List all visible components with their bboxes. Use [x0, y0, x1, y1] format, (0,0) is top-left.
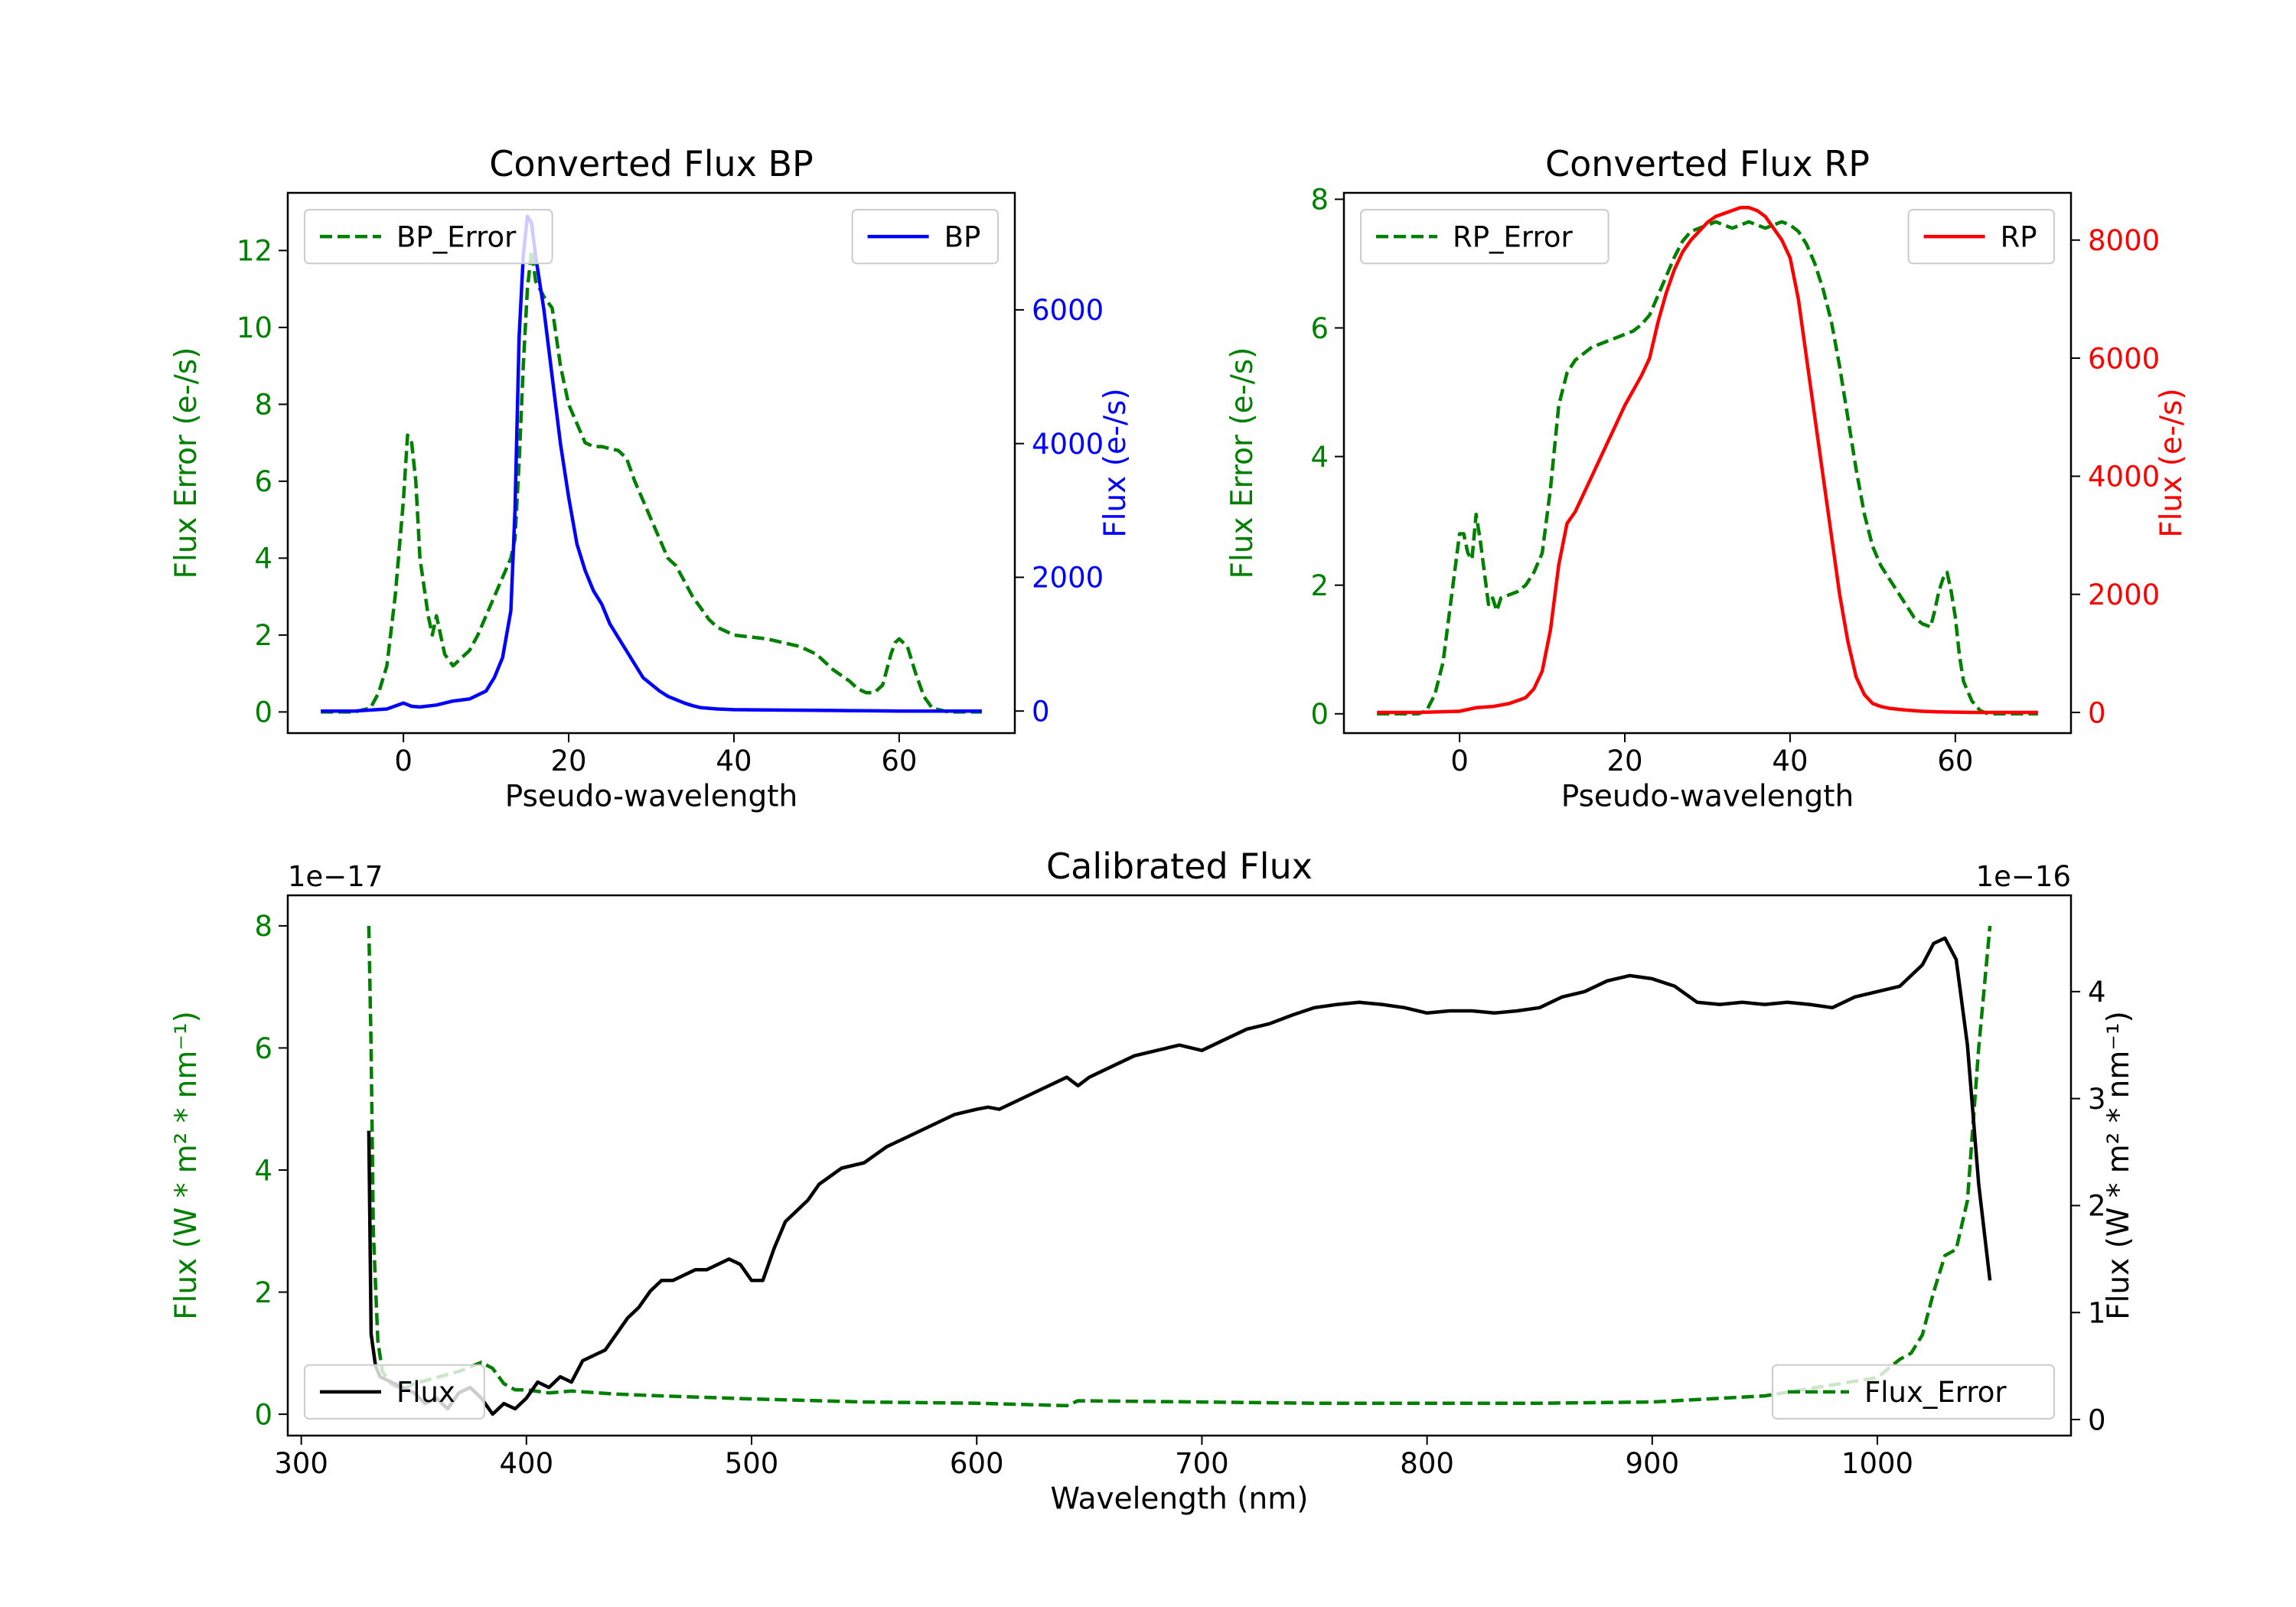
cal-left-tick-label: 4 [254, 1154, 272, 1187]
cal-legend-flux-error: Flux_Error [1772, 1364, 2055, 1420]
bp-x-tick-label: 60 [881, 745, 917, 777]
rp-left-tick-label: 2 [1310, 569, 1329, 602]
bp-left-tick-label: 2 [254, 619, 272, 652]
legend-box [304, 209, 553, 265]
bp-x-tick-label: 0 [394, 745, 413, 777]
bp-series-bp-error [321, 249, 982, 714]
rp-right-tick-label: 0 [2088, 696, 2106, 729]
rp-right-tick-label: 2000 [2088, 579, 2160, 611]
cal-series-flux-error [367, 925, 1992, 1408]
rp-series-rp [1377, 206, 2038, 715]
rp-legend-rp: RP [1907, 209, 2056, 265]
cal-left-tick-label: 6 [254, 1032, 272, 1065]
bp-x-tick-label: 40 [716, 745, 752, 777]
rp-left-tick-label: 8 [1310, 184, 1329, 217]
rp-legend-rp-error: RP_Error [1360, 209, 1609, 265]
legend-label: Flux [396, 1376, 455, 1409]
bp-x-tick-label: 20 [550, 745, 586, 777]
legend-box [1772, 1364, 2055, 1420]
bp-series-bp [321, 214, 982, 713]
rp-x-tick-label: 0 [1450, 745, 1469, 777]
legend-label: BP_Error [396, 220, 517, 253]
legend-label: BP [944, 220, 981, 253]
rp-chart: 0 20 40 60 0 2 4 6 8 0 2000 4000 6000 8000 Converted F… [1225, 143, 2189, 813]
cal-x-tick-label: 500 [725, 1447, 779, 1480]
cal-x-tick-label: 800 [1400, 1447, 1454, 1480]
legend-box [1360, 209, 1609, 265]
rp-x-tick-label: 20 [1606, 745, 1642, 777]
rp-axes-frame [1342, 191, 2073, 735]
rp-title: Converted Flux RP [1545, 143, 1870, 184]
rp-x-label: Pseudo-wavelength [1561, 779, 1854, 813]
cal-title: Calibrated Flux [1046, 846, 1313, 887]
bp-left-tick-label: 12 [236, 235, 272, 268]
cal-series-flux [367, 936, 1992, 1416]
rp-left-label: Flux Error (e-/s) [1225, 347, 1260, 579]
bp-title: Converted Flux BP [489, 143, 814, 184]
bp-axes-frame [286, 191, 1016, 735]
bp-right-tick-label: 4000 [1032, 428, 1104, 461]
legend-label: RP [2001, 220, 2037, 253]
legend-label: Flux_Error [1864, 1376, 2007, 1409]
bp-left-tick-label: 8 [254, 389, 272, 422]
rp-right-tick-label: 4000 [2088, 461, 2160, 494]
cal-x-tick-label: 700 [1175, 1447, 1229, 1480]
cal-x-label: Wavelength (nm) [1051, 1482, 1309, 1516]
cal-right-offset-label: 1e−16 [1976, 860, 2071, 893]
rp-x-tick-label: 60 [1937, 745, 1973, 777]
bp-x-label: Pseudo-wavelength [505, 779, 797, 813]
cal-left-tick-label: 0 [254, 1398, 272, 1431]
rp-x-tick-label: 40 [1772, 745, 1808, 777]
rp-left-tick-label: 4 [1310, 441, 1329, 474]
cal-x-tick-label: 600 [950, 1447, 1004, 1480]
cal-left-label: Flux (W * m² * nm⁻¹) [169, 1011, 204, 1320]
bp-left-tick-label: 10 [236, 311, 272, 344]
cal-right-tick-label: 2 [2088, 1190, 2106, 1223]
cal-x-tick-label: 900 [1625, 1447, 1679, 1480]
bp-legend-bp-error: BP_Error [304, 209, 553, 265]
bp-left-tick-label: 6 [254, 465, 272, 498]
cal-right-tick-label: 1 [2088, 1297, 2106, 1330]
cal-x-tick-label: 1000 [1841, 1447, 1913, 1480]
bp-legend-bp: BP [851, 209, 999, 265]
cal-left-offset-label: 1e−17 [288, 860, 383, 893]
bp-left-tick-label: 4 [254, 543, 272, 575]
rp-left-tick-label: 6 [1310, 312, 1329, 345]
bp-right-tick-label: 2000 [1032, 562, 1104, 595]
bp-right-tick-label: 0 [1032, 695, 1050, 728]
bp-left-tick-label: 0 [254, 696, 272, 729]
cal-x-tick-label: 300 [274, 1447, 328, 1480]
rp-right-label: Flux (e-/s) [2154, 388, 2189, 537]
rp-right-tick-label: 6000 [2088, 342, 2160, 375]
cal-right-tick-label: 0 [2088, 1403, 2106, 1436]
cal-chart: 300 400 500 600 700 800 900 1000 0 2 4 6 8 0 1 2 3 4 Calib… [169, 846, 2136, 1516]
cal-legend-flux: Flux [304, 1364, 485, 1420]
cal-right-tick-label: 3 [2088, 1083, 2106, 1116]
bp-right-tick-label: 6000 [1032, 294, 1104, 327]
cal-right-label: Flux (W * m² * nm⁻¹) [2102, 1011, 2136, 1320]
rp-series-rp-error [1377, 220, 2038, 716]
rp-left-tick-label: 0 [1310, 698, 1329, 731]
rp-right-tick-label: 8000 [2088, 224, 2160, 257]
bp-left-label: Flux Error (e-/s) [169, 347, 204, 579]
cal-right-tick-label: 4 [2088, 976, 2106, 1009]
legend-box [304, 1364, 485, 1420]
bp-chart: 0 20 40 60 0 2 4 6 8 10 12 0 2000 4000 6000 Converted F… [169, 143, 1133, 813]
bp-right-label: Flux (e-/s) [1098, 388, 1133, 537]
cal-left-tick-label: 8 [254, 910, 272, 943]
cal-x-tick-label: 400 [500, 1447, 554, 1480]
cal-axes-frame [286, 894, 2073, 1437]
cal-left-tick-label: 2 [254, 1276, 272, 1309]
legend-label: RP_Error [1453, 220, 1573, 253]
